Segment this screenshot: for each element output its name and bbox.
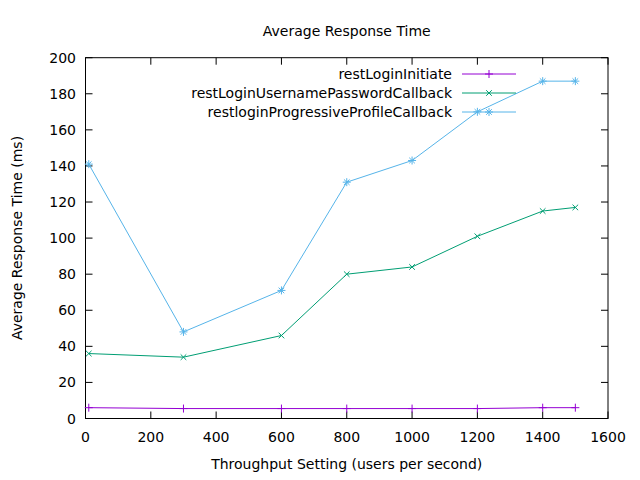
chart-title: Average Response Time	[263, 23, 431, 39]
x-tick-labels: 0 200 400 600 800 1000 1200 1400 1600	[81, 429, 626, 445]
legend-item: restLoginInitiate	[338, 66, 516, 82]
legend-label: restloginProgressiveProfileCallback	[208, 104, 453, 120]
series-line	[89, 207, 576, 357]
y-tick-label: 100	[49, 230, 76, 246]
legend-item: restLoginUsernamePasswordCallback	[191, 85, 516, 101]
gnuplot-window: Average Response Time Throughput Setting…	[0, 0, 640, 480]
y-tick-labels: 0 20 40 60 80 100 120 140 160 180 200	[49, 50, 76, 427]
y-tick-label: 20	[58, 374, 76, 390]
x-tick-label: 1200	[460, 429, 496, 445]
series-restLoginUsernamePasswordCallback	[86, 205, 578, 360]
y-tick-label: 60	[58, 302, 76, 318]
y-tick-label: 140	[49, 158, 76, 174]
y-tick-label: 80	[58, 266, 76, 282]
legend-label: restLoginInitiate	[338, 66, 452, 82]
x-tick-label: 1400	[525, 429, 561, 445]
legend-sample-line	[462, 70, 516, 78]
x-axis-label: Throughput Setting (users per second)	[210, 456, 482, 472]
series-restLoginInitiate	[85, 404, 580, 413]
y-tick-label: 160	[49, 122, 76, 138]
x-tick-label: 200	[137, 429, 164, 445]
y-tick-label: 120	[49, 194, 76, 210]
legend-label: restLoginUsernamePasswordCallback	[191, 85, 453, 101]
legend-sample-line	[462, 90, 516, 96]
x-tick-label: 800	[333, 429, 360, 445]
legend-sample-line	[462, 108, 516, 116]
x-tick-label: 400	[203, 429, 230, 445]
x-tick-label: 600	[268, 429, 295, 445]
y-tick-label: 180	[49, 86, 76, 102]
x-tick-label: 0	[81, 429, 90, 445]
y-tick-label: 40	[58, 338, 76, 354]
chart-canvas: Average Response Time Throughput Setting…	[0, 0, 640, 480]
series-line	[89, 408, 576, 409]
y-tick-label: 200	[49, 50, 76, 66]
x-tick-label: 1000	[394, 429, 430, 445]
series-markers-cross	[86, 205, 578, 360]
legend: restLoginInitiate restLoginUsernamePasswo…	[191, 66, 516, 120]
x-tick-label: 1600	[590, 429, 626, 445]
y-axis-label: Average Response Time (ms)	[9, 136, 25, 340]
y-tick-label: 0	[67, 411, 76, 427]
plot-area: 0 200 400 600 800 1000 1200 1400 1600 0 20 40 60 80 10…	[49, 50, 626, 445]
